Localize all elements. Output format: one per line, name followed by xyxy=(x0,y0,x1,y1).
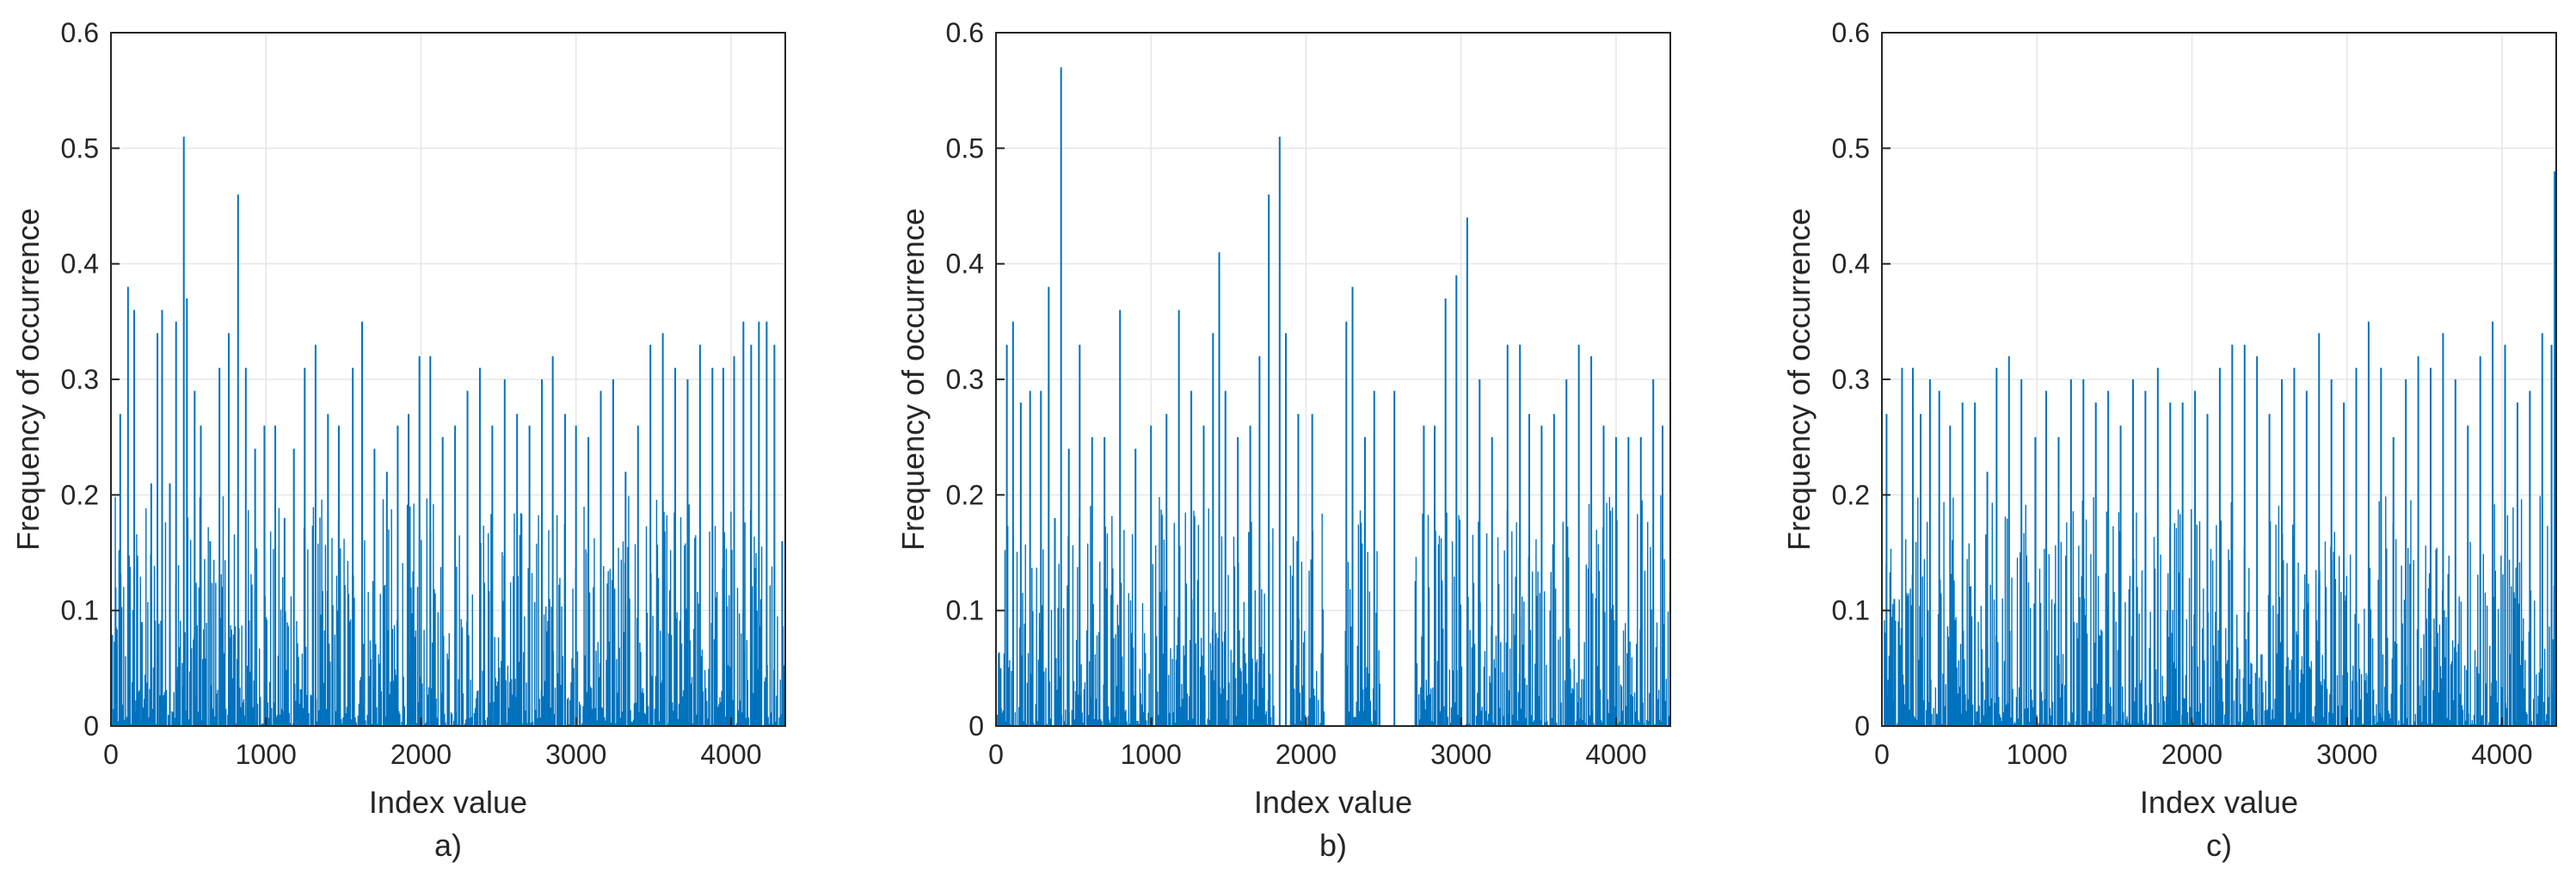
x-tick-label: 1000 xyxy=(236,739,297,770)
y-tick-label: 0.2 xyxy=(1832,479,1870,510)
x-tick-label: 4000 xyxy=(700,739,761,770)
y-tick-label: 0.4 xyxy=(946,249,984,280)
y-tick-label: 0.2 xyxy=(61,479,99,510)
y-tick-label: 0 xyxy=(1854,711,1870,742)
y-tick-label: 0.1 xyxy=(946,595,984,626)
x-tick-label: 4000 xyxy=(2471,739,2532,770)
y-tick-label: 0 xyxy=(83,711,99,742)
x-tick-label: 0 xyxy=(103,739,119,770)
panel-caption: a) xyxy=(434,828,462,863)
x-axis-label: Index value xyxy=(2140,785,2298,820)
panel-caption: b) xyxy=(1319,828,1347,863)
y-tick-label: 0.5 xyxy=(61,132,99,163)
y-axis-label: Frequency of occurrence xyxy=(895,208,931,551)
x-tick-label: 3000 xyxy=(2316,739,2377,770)
y-tick-label: 0.6 xyxy=(1832,17,1870,48)
panel-caption: c) xyxy=(2206,828,2232,863)
y-tick-label: 0.6 xyxy=(946,17,984,48)
y-tick-label: 0.3 xyxy=(61,364,99,395)
y-tick-label: 0.4 xyxy=(1832,249,1870,280)
chart-panel-1: 0 0.1 0.2 0.3 0.4 0.5 0.6 0 1000 2000 3000 4000 Inde… xyxy=(10,17,786,863)
x-tick-label: 4000 xyxy=(1585,739,1646,770)
y-tick-label: 0.5 xyxy=(1832,132,1870,163)
y-tick-label: 0.3 xyxy=(1832,364,1870,395)
x-axis-label: Index value xyxy=(369,785,527,820)
x-tick-label: 2000 xyxy=(2161,739,2222,770)
x-tick-label: 2000 xyxy=(1276,739,1337,770)
y-tick-label: 0.2 xyxy=(946,479,984,510)
x-tick-label: 1000 xyxy=(2007,739,2068,770)
y-tick-label: 0.1 xyxy=(1832,595,1870,626)
y-axis-label: Frequency of occurrence xyxy=(10,208,46,551)
chart-panel-3: 0 0.1 0.2 0.3 0.4 0.5 0.6 0 1000 2000 3000 4000 Inde… xyxy=(1781,17,2557,863)
x-axis-label: Index value xyxy=(1254,785,1412,820)
y-tick-label: 0.3 xyxy=(946,364,984,395)
bar-texture xyxy=(997,495,1671,726)
y-tick-label: 0.6 xyxy=(61,17,99,48)
y-tick-label: 0.1 xyxy=(61,595,99,626)
x-tick-label: 1000 xyxy=(1121,739,1182,770)
x-tick-label: 2000 xyxy=(390,739,452,770)
x-tick-label: 3000 xyxy=(1430,739,1491,770)
y-tick-label: 0 xyxy=(968,711,984,742)
x-tick-label: 0 xyxy=(988,739,1004,770)
chart-panel-2: 0 0.1 0.2 0.3 0.4 0.5 0.6 0 1000 2000 3000 4000 Inde… xyxy=(895,17,1671,863)
x-tick-label: 3000 xyxy=(545,739,606,770)
y-tick-label: 0.5 xyxy=(946,132,984,163)
y-axis-label: Frequency of occurrence xyxy=(1781,208,1817,551)
y-tick-label: 0.4 xyxy=(61,249,99,280)
x-tick-label: 0 xyxy=(1874,739,1890,770)
